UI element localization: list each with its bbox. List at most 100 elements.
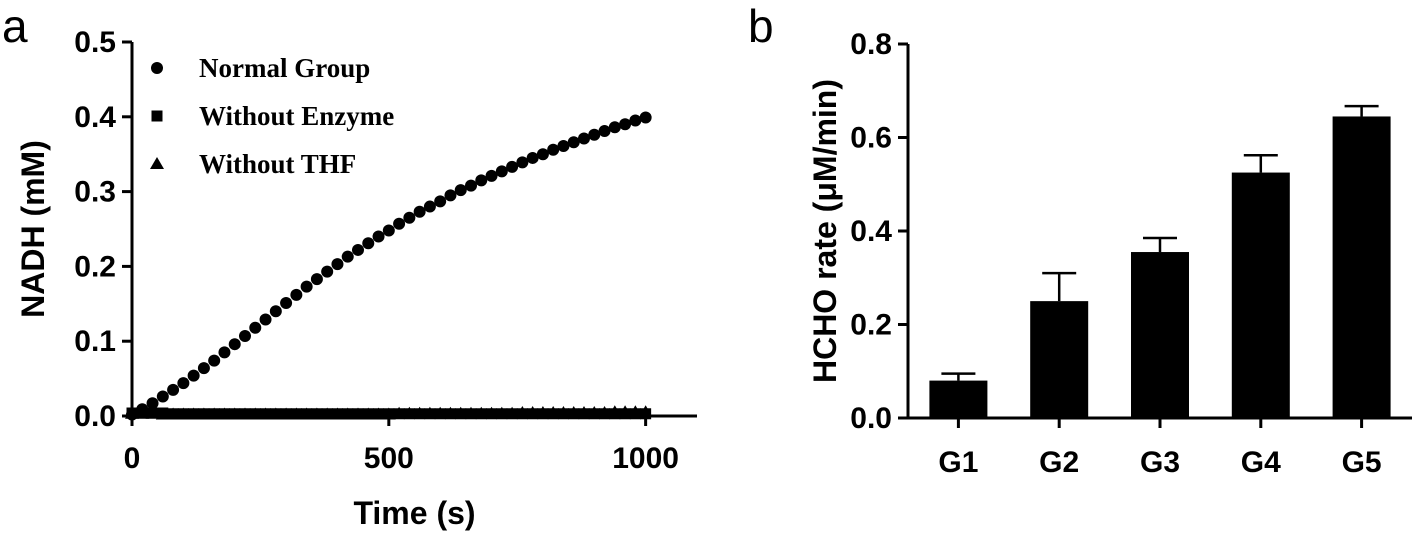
chart-a-x-tick-label: 500 [364, 442, 414, 475]
chart-a-x-axis-title: Time (s) [353, 495, 475, 531]
chart-a-y-tick-label: 0.5 [74, 26, 116, 59]
chart-a-point-square [352, 408, 364, 420]
chart-a-point-square [198, 408, 210, 420]
chart-a-point-circle [403, 211, 416, 224]
chart-b-x-tick-label: G5 [1342, 446, 1382, 479]
legend-label: Normal Group [199, 53, 370, 83]
chart-a-point-circle [372, 230, 385, 243]
chart-a-point-circle [218, 346, 231, 359]
chart-a-y-tick-label: 0.1 [74, 325, 116, 358]
chart-a-point-circle [362, 237, 375, 250]
legend-label: Without Enzyme [199, 101, 394, 131]
chart-a-point-circle [146, 397, 159, 410]
chart-a-point-square [640, 408, 652, 420]
chart-a-point-square [496, 408, 508, 420]
chart-a-point-circle [413, 205, 426, 218]
chart-b-bar [929, 380, 988, 418]
chart-a-point-circle [239, 329, 251, 342]
chart-a-point-circle [536, 148, 549, 161]
chart-a-point-square [629, 408, 641, 420]
chart-a-point-circle [598, 125, 611, 138]
chart-b-x-tick-label: G4 [1241, 446, 1281, 479]
chart-b-bar [1231, 172, 1290, 418]
chart-b-x-tick-label: G3 [1140, 446, 1180, 479]
chart-a-point-circle [526, 151, 539, 164]
chart-a-point-circle [506, 160, 519, 173]
chart-a-point-circle [619, 118, 632, 131]
chart-a-point-square [414, 408, 426, 420]
chart-a-point-circle [454, 184, 467, 197]
chart-a-point-circle [177, 377, 190, 390]
chart-a-point-circle [557, 139, 570, 152]
chart-a-y-tick-label: 0.3 [74, 176, 116, 209]
chart-a-point-square [321, 408, 333, 420]
chart-a-y-tick-label: 0.2 [74, 250, 116, 283]
chart-a-point-circle [547, 143, 560, 156]
chart-a-point-circle [578, 132, 590, 145]
chart-a-point-square [455, 408, 467, 420]
chart-a-y-tick-label: 0.4 [74, 101, 116, 134]
chart-a-point-circle [208, 354, 221, 367]
chart-a-point-circle [228, 338, 241, 351]
chart-a-point-square [229, 408, 241, 420]
chart-b-bar [1131, 252, 1189, 418]
chart-a-point-circle [331, 258, 344, 271]
chart-a-point-circle [197, 362, 210, 375]
chart-a-point-square [373, 408, 385, 420]
chart-a-legend: Normal Group Without Enzyme Without THF [150, 53, 394, 179]
chart-b-bars [929, 104, 1391, 419]
chart-a-point-square [537, 408, 549, 420]
chart-a-point-circle [639, 111, 652, 124]
chart-a-point-circle [249, 321, 262, 334]
chart-a-point-square [475, 408, 487, 420]
chart-a-point-square [239, 408, 251, 420]
chart-a-point-square [588, 408, 600, 420]
chart-a-point-circle [434, 195, 447, 208]
chart-a: 0.0 0.1 0.2 0.3 0.4 0.5 0 500 1000 Normal Group W… [15, 26, 697, 531]
chart-a-point-square [506, 408, 518, 420]
chart-a-point-square [362, 408, 374, 420]
chart-a-point-circle [475, 174, 488, 187]
chart-a-point-circle [485, 169, 498, 182]
chart-a-point-circle [444, 189, 457, 202]
chart-a-y-tick-label: 0.0 [74, 400, 116, 433]
chart-a-point-circle [156, 390, 169, 403]
chart-b-y-tick-label: 0.4 [850, 215, 892, 248]
chart-a-point-square [331, 408, 343, 420]
chart-b-axes: 0.0 0.2 0.4 0.6 0.8 G1 G2 G3 G4 G5 [850, 28, 1412, 479]
chart-a-axes: 0.0 0.1 0.2 0.3 0.4 0.5 0 500 1000 [74, 26, 697, 475]
chart-a-point-circle [495, 165, 508, 178]
chart-a-point-square [270, 408, 282, 420]
legend-marker-square [151, 110, 163, 122]
chart-a-point-circle [136, 403, 149, 416]
chart-a-point-square [434, 408, 446, 420]
chart-a-point-square [578, 408, 590, 420]
chart-a-point-circle [167, 383, 180, 396]
chart-a-point-circle [126, 408, 138, 421]
chart-a-point-circle [588, 128, 601, 141]
chart-a-x-tick-label: 1000 [612, 442, 679, 475]
chart-a-point-square [619, 408, 631, 420]
chart-a-point-square [177, 408, 189, 420]
chart-a-point-square [342, 408, 354, 420]
chart-a-point-square [393, 408, 405, 420]
chart-a-point-square [218, 408, 230, 420]
chart-a-point-square [290, 408, 302, 420]
panel-letter-a: a [2, 0, 28, 52]
chart-b-y-tick-label: 0.6 [850, 122, 892, 155]
chart-b-y-tick-label: 0.2 [850, 309, 892, 342]
chart-a-point-square [444, 408, 456, 420]
chart-a-point-square [249, 408, 261, 420]
chart-a-point-square [527, 408, 539, 420]
chart-b: 0.0 0.2 0.4 0.6 0.8 G1 G2 G3 G4 G5 HCHO rate (μM/… [807, 28, 1412, 479]
chart-a-point-square [403, 408, 415, 420]
chart-a-point-square [208, 408, 220, 420]
chart-a-point-circle [608, 121, 621, 134]
chart-a-point-square [147, 407, 159, 419]
chart-b-y-tick-label: 0.0 [850, 402, 892, 435]
chart-a-point-square [547, 408, 559, 420]
chart-a-point-circle [259, 313, 272, 326]
chart-a-point-square [465, 408, 477, 420]
chart-a-point-square [568, 408, 580, 420]
